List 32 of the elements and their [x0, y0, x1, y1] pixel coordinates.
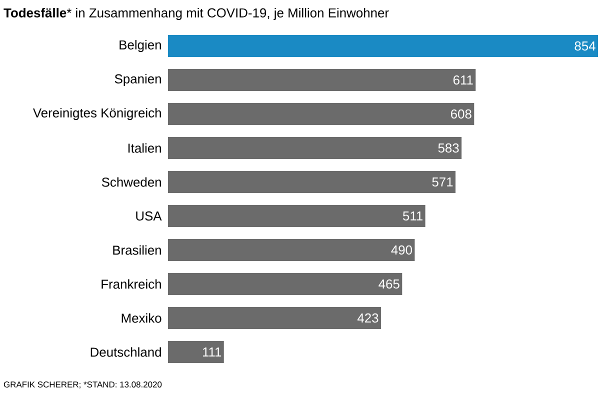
data-label: 611: [453, 75, 473, 85]
chart-title: Todesfälle* in Zusammenhang mit COVID-19, je Million Einwohner: [4, 8, 389, 20]
y-tick-label: USA: [136, 211, 162, 221]
y-tick-label: Frankreich: [102, 279, 161, 289]
bar: [168, 137, 462, 159]
data-label: 608: [450, 109, 472, 119]
data-label: 583: [438, 143, 459, 153]
y-tick-label: Vereinigtes Königreich: [32, 108, 161, 120]
bar: [168, 239, 415, 262]
bar: [168, 171, 456, 194]
bar: [168, 341, 224, 364]
text: GRAFIK SCHERER; *STAND: 13.08.2020: [4, 382, 162, 388]
y-tick-label: Mexiko: [122, 313, 162, 323]
bar: [168, 69, 476, 91]
data-label: 511: [402, 211, 422, 221]
y-tick-label: Spanien: [114, 74, 161, 86]
bar: [168, 273, 402, 296]
bar: [168, 307, 381, 330]
data-label: 571: [432, 177, 453, 187]
bar: [168, 103, 474, 125]
y-tick-label: Italien: [128, 143, 161, 153]
data-label: 465: [378, 279, 400, 289]
y-tick-label: Schweden: [102, 177, 161, 187]
data-label: 854: [574, 41, 596, 51]
data-label: 423: [357, 313, 378, 323]
bar: [168, 205, 426, 228]
data-label: 490: [391, 245, 412, 255]
data-label: 111: [202, 348, 222, 356]
y-tick-label: Belgien: [120, 40, 161, 52]
y-tick-label: Deutschland: [90, 347, 161, 357]
y-tick-label: Brasilien: [113, 245, 161, 255]
bar: [168, 35, 598, 57]
